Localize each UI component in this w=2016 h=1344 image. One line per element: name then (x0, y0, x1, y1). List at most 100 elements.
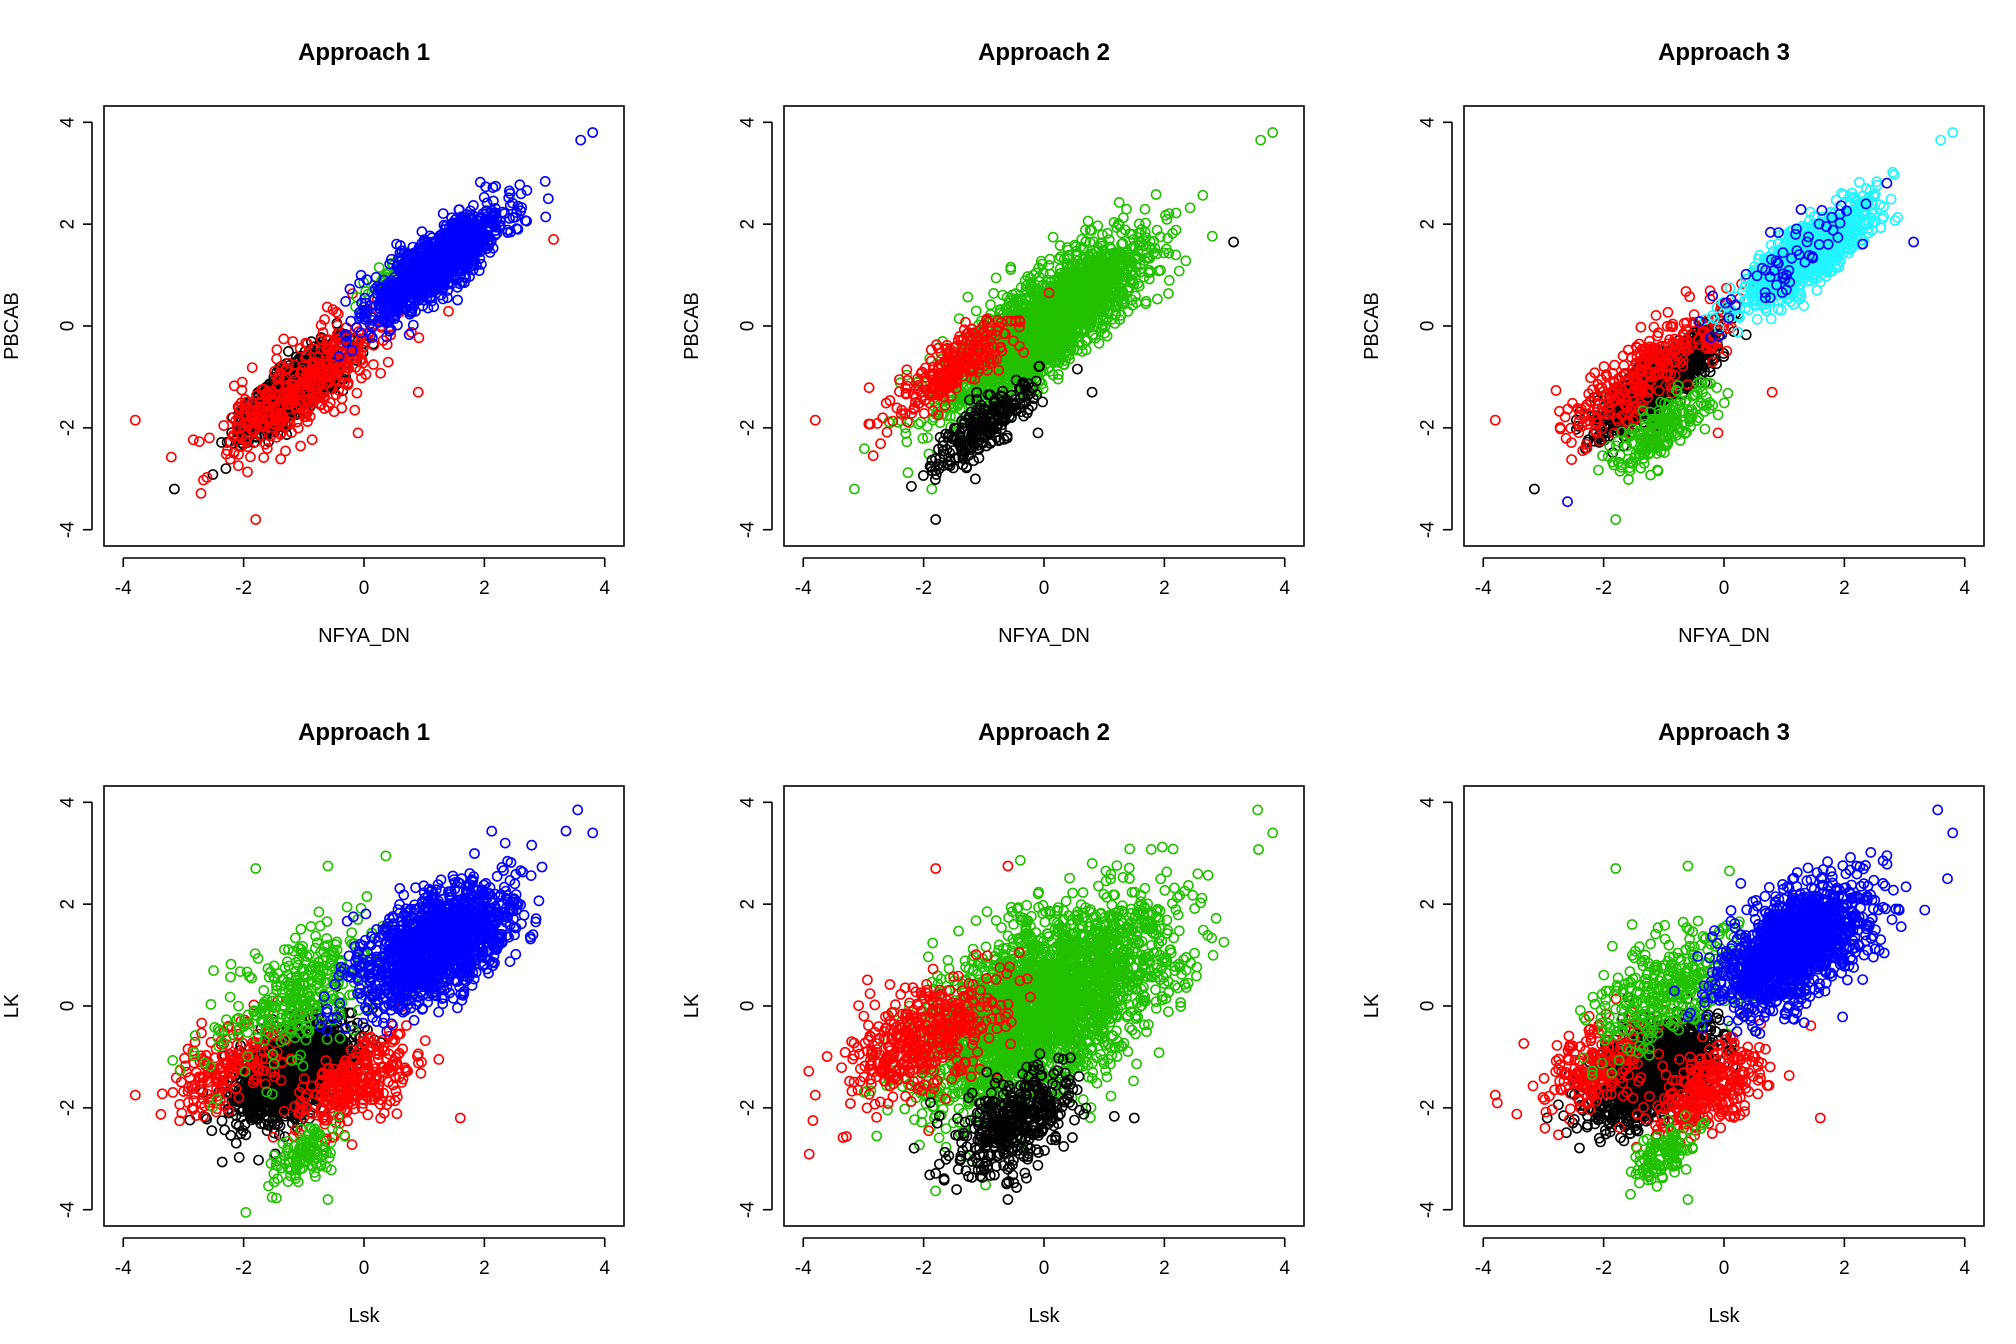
data-point (275, 393, 287, 405)
data-point (482, 222, 494, 234)
data-point (1170, 249, 1182, 261)
outlier-point (168, 483, 180, 495)
data-point (1155, 264, 1166, 276)
data-point (411, 275, 423, 287)
data-point (383, 297, 395, 309)
y-tick-label: 0 (58, 321, 79, 332)
data-point (1117, 237, 1129, 249)
data-point (368, 339, 380, 351)
data-point (934, 417, 946, 429)
data-point (467, 199, 479, 211)
data-point (392, 276, 404, 288)
data-point (1047, 231, 1059, 243)
data-point (251, 406, 263, 418)
data-point (351, 387, 363, 399)
data-point (244, 404, 256, 416)
data-point (354, 277, 365, 289)
data-point (271, 431, 282, 443)
data-point (1151, 224, 1163, 236)
data-point (859, 443, 870, 455)
data-point (232, 401, 244, 413)
data-point (340, 336, 352, 348)
data-point (331, 369, 343, 380)
data-point (448, 259, 460, 271)
y-tick-label: -4 (58, 521, 79, 538)
data-point (334, 339, 346, 350)
data-point (394, 247, 406, 259)
data-point (321, 301, 333, 313)
data-point (269, 365, 280, 377)
data-point (340, 330, 352, 342)
data-point (291, 416, 303, 428)
data-point (464, 242, 476, 254)
data-point (474, 176, 486, 188)
data-point (287, 385, 298, 397)
data-point (340, 295, 351, 307)
data-point (515, 188, 527, 200)
data-point (1036, 378, 1048, 390)
data-point (425, 285, 437, 297)
data-point (385, 253, 397, 265)
data-point (441, 292, 453, 304)
panel-title: Approach 1 (298, 39, 430, 66)
data-point (307, 396, 319, 407)
data-point (1140, 217, 1151, 229)
data-point (413, 242, 425, 253)
data-point (295, 440, 306, 452)
data-point (261, 443, 273, 454)
data-point (1170, 207, 1182, 219)
data-point (507, 197, 518, 209)
data-point (455, 211, 467, 223)
data-point (429, 266, 441, 278)
data-point (366, 332, 378, 343)
data-point (901, 436, 913, 448)
data-point (454, 278, 466, 290)
data-point (1126, 294, 1138, 306)
data-point (319, 314, 330, 325)
data-point (261, 386, 273, 398)
data-point (207, 469, 219, 480)
data-point (356, 372, 367, 384)
data-point (346, 345, 358, 356)
data-point (432, 256, 444, 268)
data-point (290, 402, 302, 414)
data-point (458, 216, 470, 228)
data-point (398, 248, 410, 260)
data-point (381, 339, 393, 350)
data-point (351, 322, 363, 333)
data-point (396, 253, 408, 265)
data-point (344, 283, 356, 295)
data-point (384, 277, 396, 289)
data-point (424, 230, 436, 242)
data-point (1116, 288, 1127, 300)
data-point (1144, 241, 1155, 253)
data-point (195, 487, 207, 499)
outlier-point (250, 514, 262, 525)
data-point (390, 309, 401, 320)
data-point (280, 445, 291, 457)
data-point (301, 408, 312, 420)
data-point (308, 358, 320, 370)
data-point (507, 212, 519, 224)
data-point (457, 230, 469, 242)
data-point (469, 247, 481, 259)
data-point (477, 239, 489, 251)
data-point (1062, 341, 1073, 353)
data-point (365, 329, 377, 341)
data-point (236, 384, 248, 396)
panel-title: Approach 2 (978, 39, 1110, 66)
data-point (1163, 274, 1175, 286)
x-tick-label: 0 (359, 578, 370, 599)
data-point (1010, 288, 1022, 299)
data-point (295, 367, 306, 379)
plot-frame (103, 105, 625, 547)
data-point (336, 402, 348, 414)
data-point (1150, 189, 1162, 200)
data-point (926, 483, 938, 495)
data-point (300, 375, 312, 387)
data-point (278, 412, 289, 424)
data-point (504, 199, 516, 211)
data-point (228, 447, 240, 459)
data-point (487, 195, 499, 207)
data-point (461, 257, 473, 268)
